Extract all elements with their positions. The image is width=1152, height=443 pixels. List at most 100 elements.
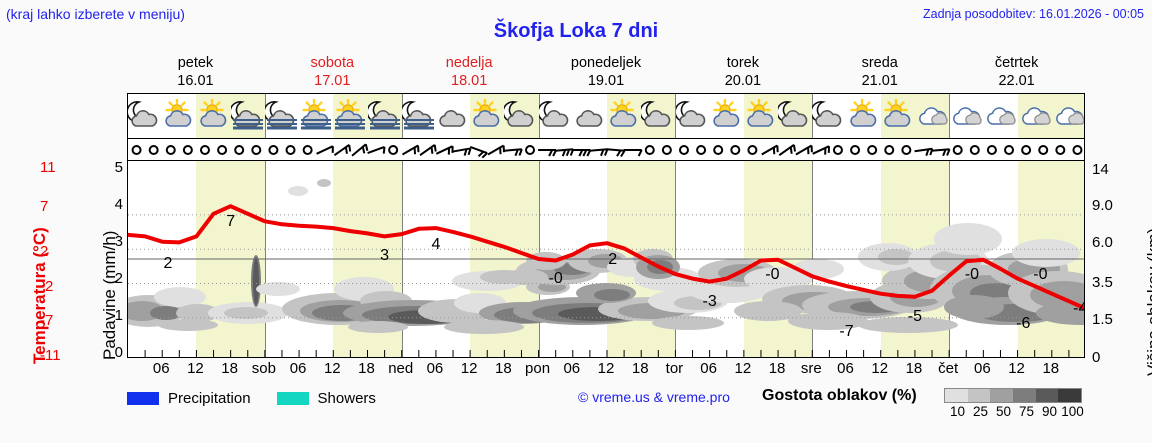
cloud-density-blob	[858, 317, 958, 333]
temperature-tick-2: 2	[40, 243, 49, 260]
wind-calm-icon	[832, 145, 843, 155]
temperature-extreme-label-0: 2	[163, 254, 173, 272]
meteogram-chart[interactable]: 2 7 3 4 -0 2 -3 -0 -5 -0 -7 -6 -0 -4	[127, 93, 1085, 358]
x-label-12: 12	[187, 360, 204, 377]
wind-calm-icon	[251, 145, 262, 155]
weather-icon-moon-cloud	[778, 101, 808, 127]
weather-icon-moon-fog	[401, 101, 434, 130]
x-label-12: 12	[460, 360, 478, 377]
wind-calm-icon	[696, 145, 707, 155]
day-name: nedelja	[445, 55, 493, 71]
day-separator-6	[949, 94, 951, 138]
cloud-density-swatch-4	[1035, 389, 1059, 402]
temperature-extreme-label-1: 7	[226, 213, 236, 231]
x-label-06: 06	[974, 360, 991, 377]
wind-barb-icon	[778, 144, 796, 156]
legend-swatch	[127, 391, 159, 405]
wind-barb-icon	[572, 149, 592, 157]
cloud-density-blob	[444, 320, 524, 334]
wind-barb-icon	[469, 145, 488, 159]
x-label-pon: pon	[525, 360, 551, 377]
temperature-extreme-label-12: -0	[1033, 266, 1048, 283]
wind-calm-icon	[165, 145, 176, 155]
weather-icon-cloud-sun	[849, 99, 876, 127]
weather-icon-cloud-sun	[884, 99, 911, 127]
temperature-extreme-label-13: -4	[1073, 300, 1084, 318]
wind-calm-icon	[747, 145, 758, 155]
cloud-density-swatch-3	[1013, 389, 1036, 402]
wind-calm-icon	[1004, 145, 1015, 155]
wind-calm-icon	[901, 145, 912, 155]
x-label-sob: sob	[251, 360, 276, 377]
weather-icon-moon-fog	[230, 101, 263, 130]
cloud-height-tick-3: 3.5	[1092, 274, 1113, 291]
x-label-18: 18	[358, 360, 375, 377]
legend-swatch	[276, 391, 309, 405]
wind-calm-icon	[217, 145, 228, 155]
day-header-0: petek 16.01	[127, 54, 264, 92]
wind-barb-icon	[333, 144, 352, 156]
legend-item-1: Showers	[276, 390, 376, 407]
day-header-6: četrtek 22.01	[948, 54, 1085, 92]
temperature-tick-3: -2	[40, 278, 54, 295]
cloud-height-tick-2: 6.0	[1092, 234, 1113, 251]
cloud-density-blob	[317, 179, 331, 187]
day-date: 20.01	[724, 73, 762, 89]
last-update-text: Zadnja posodobitev: 16.01.2026 - 00:05	[922, 7, 1144, 21]
cloud-density-blob	[934, 223, 1002, 255]
cloud-density-tick-4: 90	[1041, 404, 1058, 419]
wind-calm-icon	[969, 145, 980, 155]
temperature-extreme-label-10: -7	[839, 322, 854, 340]
cloud-density-blob	[788, 312, 868, 330]
day-date: 16.01	[177, 73, 214, 89]
day-name: sreda	[861, 55, 898, 71]
weather-icon-cloud-white	[1021, 107, 1051, 125]
day-date: 18.01	[451, 73, 488, 89]
x-label-12: 12	[871, 360, 889, 377]
x-label-12: 12	[734, 360, 752, 377]
temperature-tick-1: 7	[40, 198, 49, 215]
plot-area: 2 7 3 4 -0 2 -3 -0 -5 -0 -7 -6 -0 -4	[128, 161, 1084, 357]
cloud-density-blob	[504, 269, 548, 285]
x-axis-labels: 06 12 18 sob 06 12 18 ned 06 12 18 pon 06 12 18 tor 06 12…	[127, 360, 1085, 380]
precipitation-tick-1: 4	[114, 196, 123, 213]
wind-barb-icon	[555, 148, 575, 157]
page-title: Škofja Loka 7 dni	[493, 20, 659, 42]
cloud-density-blob	[253, 257, 259, 305]
cloud-density-blob	[1012, 239, 1080, 267]
x-label-06: 06	[700, 360, 717, 377]
precipitation-tick-3: 2	[114, 270, 123, 287]
wind-calm-icon	[986, 145, 997, 155]
x-label-18: 18	[905, 360, 923, 377]
wind-barb-icon	[435, 145, 454, 155]
cloud-density-blob	[594, 289, 630, 301]
day-name: ponedeljek	[570, 55, 642, 71]
x-label-06: 06	[289, 360, 307, 377]
weather-icon-cloud-white	[919, 107, 948, 125]
cloud-height-tick-0: 14	[1092, 161, 1109, 178]
weather-icon-cloud-white	[987, 107, 1017, 125]
wind-calm-icon	[182, 145, 193, 155]
cloud-density-blob	[734, 301, 802, 321]
x-label-tor: tor	[665, 360, 684, 377]
wind-calm-icon	[713, 145, 724, 155]
wind-barb-icon	[452, 147, 472, 156]
temperature-extreme-label-7: -0	[765, 266, 780, 283]
temperature-extreme-label-6: -3	[702, 292, 717, 310]
weather-icon-cloud	[576, 110, 603, 127]
wind-barb-icon	[795, 144, 813, 156]
x-label-12: 12	[1008, 360, 1025, 377]
weather-icon-moon-fog	[264, 101, 297, 130]
temperature-tick-4: -7	[40, 312, 54, 329]
wind-barb-icon	[931, 148, 951, 157]
cloud-height-tick-4: 1.5	[1092, 311, 1113, 328]
cloud-density-color-scale	[944, 388, 1082, 403]
x-label-sre: sre	[800, 360, 822, 377]
legend-label: Precipitation	[168, 389, 251, 407]
wind-calm-icon	[952, 145, 963, 155]
x-label-18: 18	[631, 360, 649, 377]
wind-barbs	[131, 143, 1083, 159]
cloud-density-blob	[878, 249, 914, 265]
cloud-density-blob	[944, 295, 1004, 319]
weather-icon-cloud-sun	[473, 99, 500, 127]
